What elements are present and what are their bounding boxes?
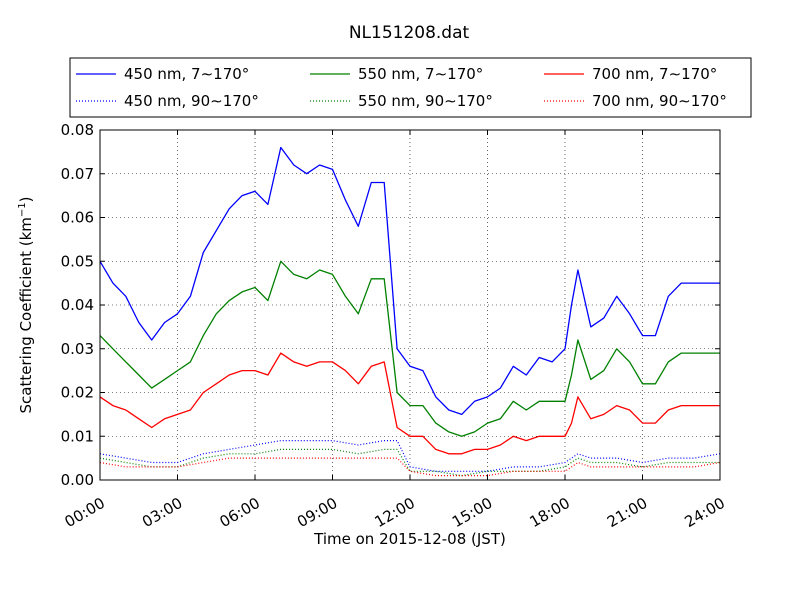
x-tick-label: 12:00: [372, 494, 418, 531]
legend-label: 700 nm, 7∼170°: [592, 65, 717, 83]
x-tick-labels: 00:00 03:00 06:00 09:00 12:00 15:00 18:00 21:00…: [62, 494, 728, 531]
legend-label: 450 nm, 90∼170°: [124, 92, 259, 110]
legend-box: [69, 57, 752, 118]
y-tick-labels: 0.00 0.01 0.02 0.03 0.04 0.05 0.06 0.07 0.08: [61, 121, 94, 489]
legend-label: 450 nm, 7∼170°: [124, 65, 249, 83]
y-axis-label-main: Scattering Coefficient (km: [17, 217, 35, 413]
y-tick-label: 0.07: [61, 165, 94, 183]
y-tick-label: 0.08: [61, 121, 94, 139]
y-tick-label: 0.03: [61, 340, 94, 358]
legend-label: 550 nm, 7∼170°: [358, 65, 483, 83]
x-tick-label: 24:00: [682, 494, 728, 531]
series-line: [99, 260, 720, 437]
x-tick-label: 06:00: [217, 494, 263, 531]
y-tick-label: 0.02: [61, 384, 94, 402]
y-tick-label: 0.05: [61, 252, 94, 270]
y-tick-label: 0.00: [61, 471, 94, 489]
legend: 450 nm, 7∼170° 550 nm, 7∼170° 700 nm, 7∼17…: [69, 57, 752, 118]
x-axis-label: Time on 2015-12-08 (JST): [313, 530, 506, 548]
x-tick-label: 03:00: [139, 494, 185, 531]
x-tick-label: 15:00: [449, 494, 495, 531]
legend-label: 550 nm, 90∼170°: [358, 92, 493, 110]
ticks: [99, 129, 721, 481]
chart-title: NL151208.dat: [349, 23, 470, 43]
x-tick-label: 00:00: [62, 494, 108, 531]
plot-area: [99, 129, 721, 481]
y-tick-label: 0.01: [61, 427, 94, 445]
series-line: [99, 146, 720, 416]
series-layer: [99, 146, 721, 477]
x-tick-label: 18:00: [527, 494, 573, 531]
series-line: [99, 440, 721, 472]
x-tick-label: 09:00: [294, 494, 340, 531]
series-line: [99, 448, 720, 477]
y-tick-label: 0.04: [61, 296, 94, 314]
y-tick-label: 0.06: [61, 209, 94, 227]
y-axis-label: Scattering Coefficient (km−1): [17, 196, 35, 413]
legend-label: 700 nm, 90∼170°: [592, 92, 727, 110]
x-tick-label: 21:00: [604, 494, 650, 531]
series-line: [99, 352, 720, 455]
y-axis-label-sup: −1: [17, 202, 28, 217]
y-axis-label-close: ): [17, 196, 35, 202]
